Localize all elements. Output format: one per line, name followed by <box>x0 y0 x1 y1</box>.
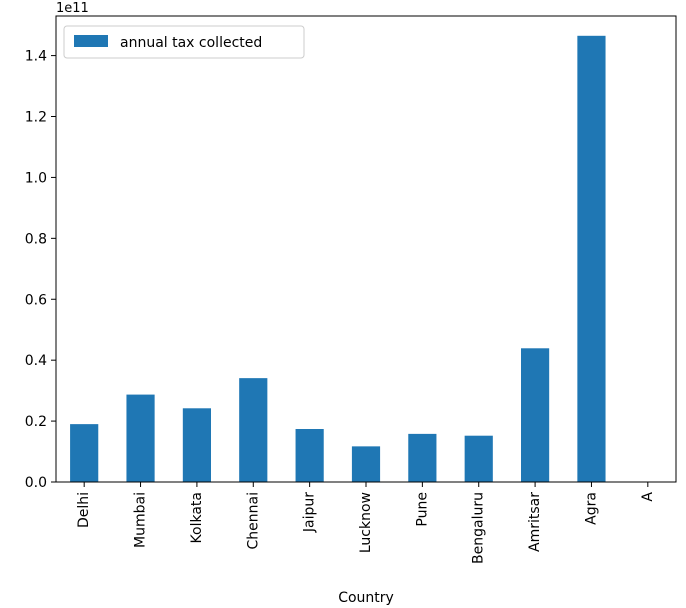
y-axis-ticks: 0.0 0.2 0.4 0.6 0.8 1.0 1.2 1.4 <box>25 49 56 491</box>
legend: annual tax collected <box>63 25 305 59</box>
bar-amritsar <box>521 348 550 482</box>
bar-bengaluru <box>464 435 493 482</box>
y-tick-label: 0.4 <box>25 353 47 369</box>
x-tick-label: A <box>640 492 656 502</box>
x-axis-label: Country <box>338 590 394 606</box>
x-tick-label: Chennai <box>245 492 261 549</box>
x-tick-label: Agra <box>583 492 599 525</box>
plot-frame <box>55 15 677 483</box>
x-tick-label: Delhi <box>76 492 92 528</box>
y-tick-label: 1.0 <box>25 170 47 186</box>
x-tick-label: Mumbai <box>133 492 149 548</box>
y-tick-label: 1.4 <box>25 49 47 65</box>
bar-chennai <box>239 378 268 482</box>
y-tick-label: 0.6 <box>25 292 47 308</box>
legend-label: annual tax collected <box>120 35 262 51</box>
bar-kolkata <box>182 408 211 482</box>
bar-pune <box>408 433 437 482</box>
y-tick-label: 0.2 <box>25 414 47 430</box>
x-tick-label: Pune <box>414 492 430 527</box>
y-scale-label: 1e11 <box>56 1 89 16</box>
bar-mumbai <box>126 394 155 482</box>
legend-box <box>63 25 305 59</box>
x-axis-ticks: Delhi Mumbai Kolkata Chennai Jaipur Lucknow Pu… <box>76 482 656 564</box>
y-tick-label: 0.0 <box>25 475 47 491</box>
bar-lucknow <box>351 446 381 482</box>
legend-swatch <box>74 35 108 47</box>
bar-delhi <box>70 424 99 482</box>
x-tick-label: Lucknow <box>358 492 374 553</box>
y-tick-label: 0.8 <box>25 231 47 247</box>
bars-group <box>70 35 606 483</box>
y-tick-label: 1.2 <box>25 110 47 126</box>
x-tick-label: Amritsar <box>527 492 543 552</box>
x-tick-label: Bengaluru <box>471 492 487 564</box>
bar-jaipur <box>295 429 324 482</box>
plot-area <box>56 16 676 482</box>
bar-agra <box>577 35 606 483</box>
x-tick-label: Kolkata <box>189 492 205 543</box>
x-tick-label: Jaipur <box>302 492 318 533</box>
